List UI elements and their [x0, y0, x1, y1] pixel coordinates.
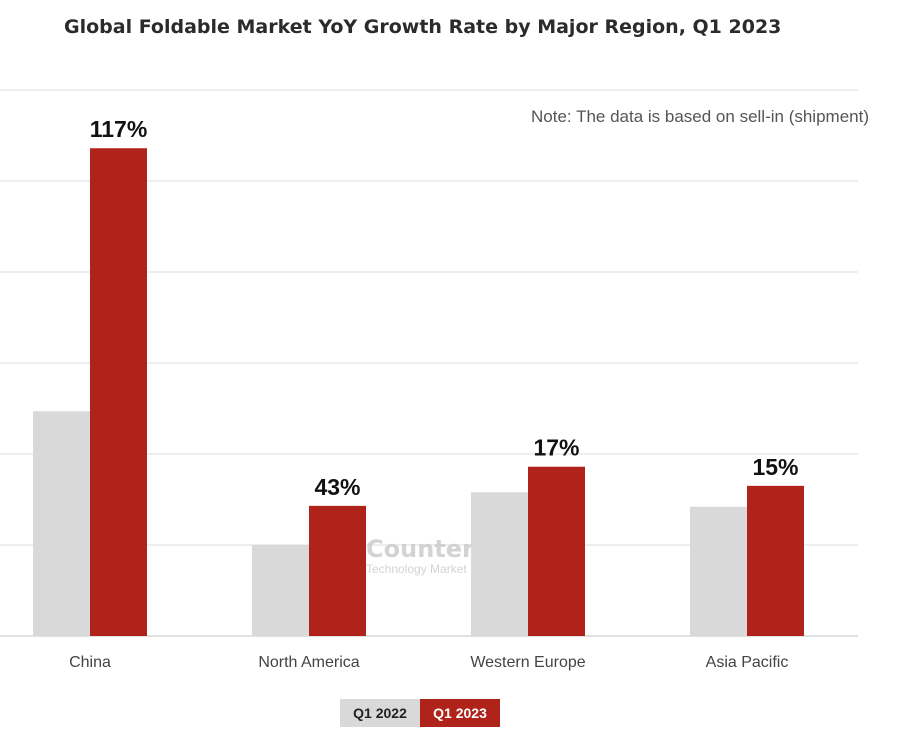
- data-labels: 117% 43% 17% 15%: [90, 116, 799, 500]
- category-label: Asia Pacific: [706, 654, 789, 671]
- data-label: 43%: [314, 474, 360, 500]
- category-label: China: [69, 654, 111, 671]
- legend-label: Q1 2023: [433, 705, 487, 721]
- category-label: Western Europe: [470, 654, 585, 671]
- bar-q1-2022: [471, 492, 528, 636]
- chart-title: Global Foldable Market YoY Growth Rate b…: [64, 16, 781, 38]
- bar-q1-2022: [252, 545, 309, 636]
- bar-q1-2023: [309, 505, 366, 636]
- bar-q1-2022: [690, 506, 747, 636]
- data-label: 15%: [752, 454, 798, 480]
- bar-q1-2023: [90, 148, 147, 637]
- bars: [33, 148, 804, 637]
- chart-note: Note: The data is based on sell-in (ship…: [531, 107, 869, 126]
- legend-swatch: [420, 699, 500, 727]
- legend: Q1 2022 Q1 2023: [340, 699, 500, 727]
- bar-q1-2023: [528, 466, 585, 636]
- category-label: North America: [258, 654, 359, 671]
- legend-swatch: [340, 699, 420, 727]
- bar-q1-2022: [33, 411, 90, 636]
- data-label: 17%: [533, 435, 579, 461]
- bar-q1-2023: [747, 485, 804, 636]
- category-labels: China North America Western Europe Asia Pac…: [69, 654, 788, 671]
- data-label: 117%: [90, 116, 148, 142]
- legend-label: Q1 2022: [353, 705, 407, 721]
